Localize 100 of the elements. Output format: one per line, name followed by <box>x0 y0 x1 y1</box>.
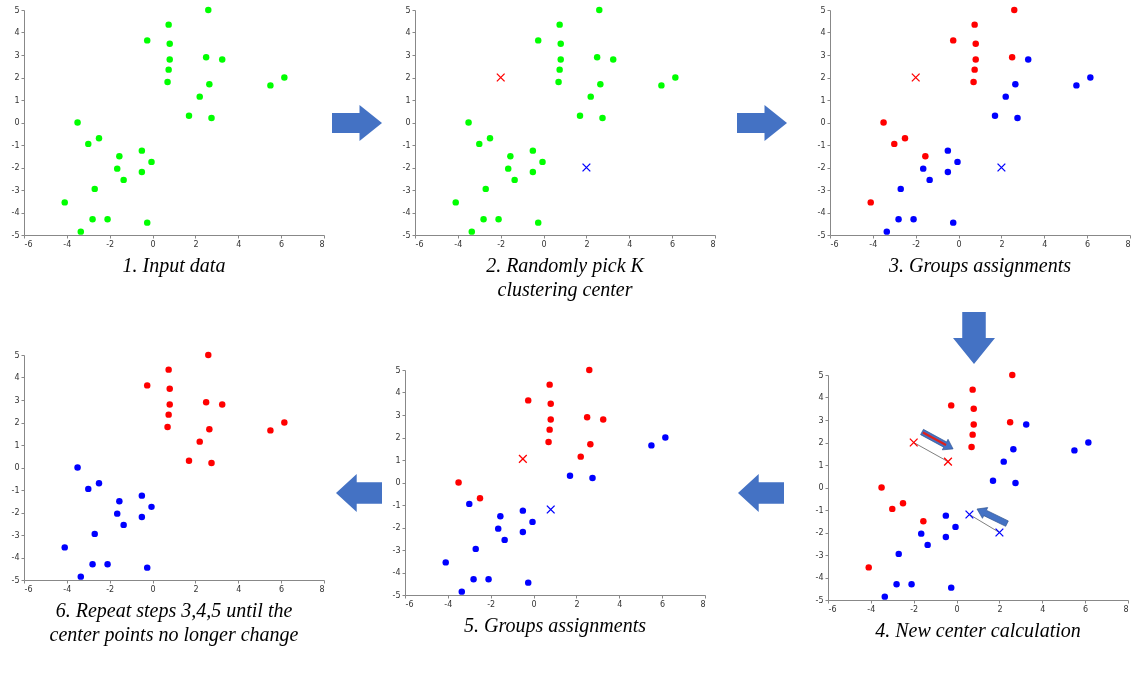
x-tick-label: 2 <box>574 599 580 609</box>
y-tick-label: -4 <box>11 553 20 562</box>
point <box>472 545 479 553</box>
point <box>1073 82 1080 89</box>
point <box>662 434 669 441</box>
point <box>196 438 203 445</box>
y-tick-label: 2 <box>820 73 826 82</box>
x-tick-label: -4 <box>63 584 72 594</box>
x-tick-label: 2 <box>997 604 1003 614</box>
point <box>539 158 546 166</box>
x-tick-label: 6 <box>279 584 285 594</box>
point <box>95 480 103 487</box>
y-tick-label: 5 <box>395 365 401 375</box>
point <box>113 165 121 172</box>
point <box>470 576 477 583</box>
point <box>501 536 508 544</box>
point <box>996 162 1006 173</box>
y-tick-label: -3 <box>815 550 824 560</box>
point <box>1011 6 1018 14</box>
point <box>909 437 919 448</box>
point <box>202 399 210 406</box>
y-tick-label: 1 <box>14 95 20 105</box>
point <box>581 162 591 173</box>
point <box>883 228 891 235</box>
point <box>547 400 554 407</box>
point <box>895 216 902 223</box>
y-tick-label: 0 <box>818 483 824 492</box>
y-tick-label: -1 <box>11 140 20 150</box>
point <box>165 21 172 28</box>
point <box>185 457 193 464</box>
x-tick-label: 0 <box>541 239 547 249</box>
x-tick-label: 6 <box>279 239 285 249</box>
y-tick-label: -2 <box>402 163 411 172</box>
x-tick-label: 8 <box>1125 239 1131 249</box>
point <box>61 199 68 206</box>
point <box>969 431 976 438</box>
x-tick-label: 6 <box>670 239 676 249</box>
y-tick-label: -1 <box>11 485 20 495</box>
y-tick-label: 3 <box>820 50 826 60</box>
point <box>577 453 584 460</box>
y-tick-label: 1 <box>818 460 824 470</box>
point <box>91 185 98 193</box>
point <box>969 386 976 393</box>
y-tick-label: 4 <box>395 388 401 397</box>
point <box>529 168 537 176</box>
point <box>897 185 904 193</box>
point <box>947 402 955 409</box>
point <box>206 426 213 433</box>
point <box>952 523 959 531</box>
point <box>889 505 896 513</box>
y-tick-label: 4 <box>820 28 826 37</box>
x-tick-label: 6 <box>1085 239 1091 249</box>
x-tick-label: -6 <box>405 599 414 609</box>
y-tick-label: -5 <box>402 230 411 240</box>
point <box>164 78 171 86</box>
point <box>597 81 604 88</box>
y-tick-label: 3 <box>14 395 20 405</box>
y-tick-label: -4 <box>815 573 824 582</box>
point <box>485 576 492 583</box>
x-tick-label: 4 <box>1042 239 1048 249</box>
point <box>116 498 123 505</box>
point <box>599 114 606 122</box>
y-tick-label: -1 <box>402 140 411 150</box>
point <box>1071 447 1078 454</box>
y-tick-label: 2 <box>405 73 411 82</box>
y-tick-label: 5 <box>405 5 411 15</box>
y-tick-label: -2 <box>817 163 826 172</box>
y-tick-label: 2 <box>818 438 824 447</box>
point <box>919 165 927 172</box>
x-tick-label: 0 <box>150 584 156 594</box>
y-tick-label: -2 <box>11 508 20 517</box>
point <box>165 366 172 373</box>
x-tick-label: 6 <box>1083 604 1089 614</box>
point <box>205 6 212 14</box>
point <box>926 176 933 184</box>
y-tick-label: 3 <box>818 415 824 425</box>
point <box>1000 458 1007 465</box>
point <box>556 66 563 73</box>
text: 2. Randomly pick K clustering center <box>486 254 646 301</box>
point <box>148 158 155 166</box>
point <box>208 459 215 467</box>
point <box>1006 419 1014 426</box>
text: 3. Groups assignments <box>887 254 1072 277</box>
point <box>455 479 462 486</box>
point <box>529 147 537 154</box>
point <box>218 56 226 63</box>
y-tick-label: -3 <box>402 185 411 195</box>
point <box>899 500 907 507</box>
point <box>476 140 483 148</box>
point <box>589 474 596 482</box>
point <box>989 477 997 484</box>
y-tick-label: 4 <box>818 393 824 402</box>
point <box>518 454 528 464</box>
point <box>138 168 146 176</box>
point <box>104 216 111 223</box>
point <box>164 423 171 431</box>
point <box>507 153 514 160</box>
point <box>911 72 921 83</box>
point <box>504 165 512 172</box>
point <box>148 503 155 511</box>
